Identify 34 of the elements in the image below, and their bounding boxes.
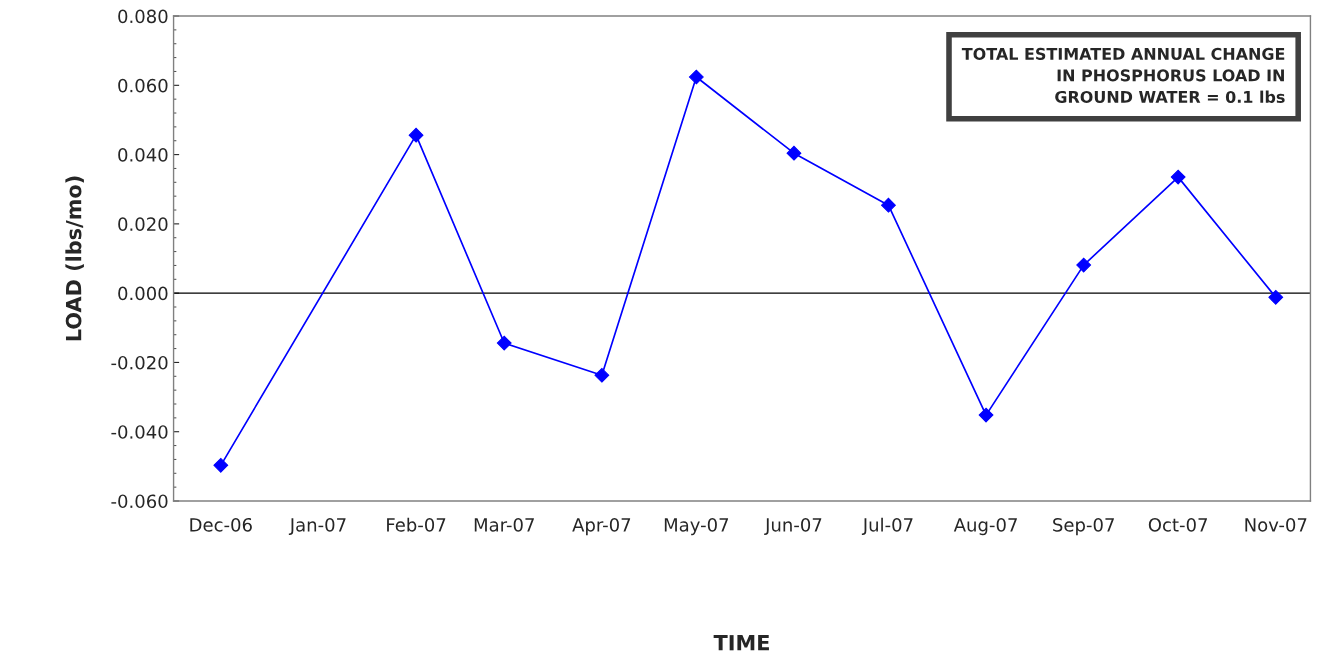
y-tick-label: -0.020: [111, 355, 168, 370]
x-tick-label: Nov-07: [1245, 517, 1307, 532]
x-tick-label: May-07: [664, 517, 729, 536]
y-tick-label: -0.040: [111, 425, 168, 439]
point: [978, 407, 994, 423]
x-tick-label: Apr-07: [572, 517, 631, 536]
point: [213, 457, 229, 473]
y-axis-title: LOAD (lbs/mo): [65, 176, 84, 341]
x-tick-label: Jan-07: [288, 517, 346, 535]
x-tick-label: Feb-07: [387, 517, 446, 532]
point: [1268, 289, 1284, 305]
x-tick-label: Sep-07: [1053, 517, 1114, 536]
point: [786, 145, 802, 161]
x-tick-label: Jul-07: [861, 517, 913, 535]
y-tick-label: 0.080: [118, 9, 168, 24]
x-tick-label: Mar-07: [474, 517, 534, 532]
point: [1170, 169, 1186, 185]
x-axis-title: TIME: [713, 635, 769, 651]
y-tick-label: 0.060: [118, 78, 168, 93]
y-tick-label: 0.000: [118, 286, 168, 301]
point: [688, 69, 704, 85]
x-tick-label: Dec-06: [190, 517, 252, 532]
x-tick-label: Jun-07: [764, 517, 822, 535]
point: [408, 127, 424, 143]
y-tick-label: -0.060: [111, 494, 168, 509]
point: [881, 197, 896, 213]
x-tick-label: Aug-07: [953, 517, 1017, 536]
point: [1076, 257, 1092, 273]
x-tick-label: Oct-07: [1148, 517, 1207, 532]
point: [496, 335, 512, 351]
y-tick-label: 0.040: [118, 148, 168, 162]
annotation: TOTAL ESTIMATED ANNUAL CHANGE IN PHOSPHORUS LOAD IN GROUND WATER = 0.1 lbs: [961, 47, 1285, 103]
y-tick-label: 0.020: [118, 217, 168, 231]
point: [594, 367, 610, 383]
